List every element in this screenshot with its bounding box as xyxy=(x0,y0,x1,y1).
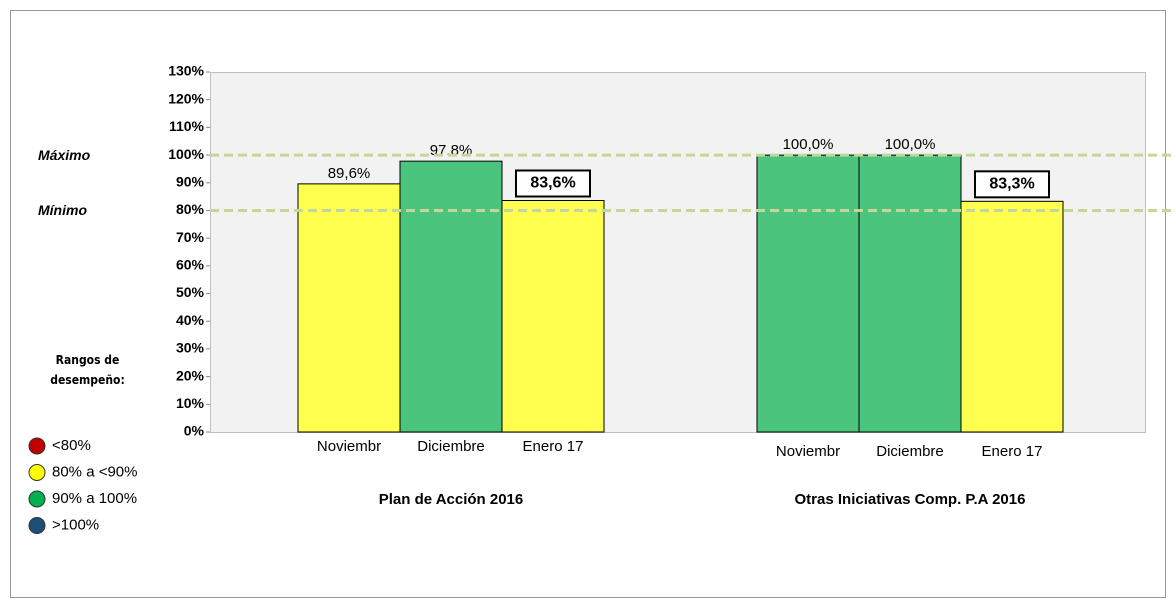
legend-swatch xyxy=(28,437,46,455)
value-label: 97.8% xyxy=(430,142,473,159)
legend-label: 90% a 100% xyxy=(52,490,137,507)
y-tick-label: 40% xyxy=(176,312,205,328)
y-tick-label: 50% xyxy=(176,284,205,300)
x-tick-label: Enero 17 xyxy=(523,438,584,455)
y-tick-label: 90% xyxy=(176,173,205,189)
y-tick-label: 100% xyxy=(168,146,204,162)
x-tick-label: Noviembr xyxy=(317,438,381,455)
bar xyxy=(501,199,605,433)
y-tick-label: 110% xyxy=(169,118,205,134)
bar xyxy=(858,154,962,433)
group-label: Plan de Acción 2016 xyxy=(379,491,524,508)
value-label-box xyxy=(515,169,591,198)
y-tick-label: 80% xyxy=(176,201,205,217)
y-tick-label: 10% xyxy=(176,395,205,411)
bar xyxy=(756,154,860,433)
y-tick-label: 70% xyxy=(176,229,205,245)
legend-swatch xyxy=(28,517,46,534)
legend-label: 80% a <90% xyxy=(52,463,137,480)
x-tick-label: Noviembr xyxy=(776,443,840,460)
x-tick-label: Diciembre xyxy=(417,438,485,455)
x-tick-label: Diciembre xyxy=(876,443,944,460)
y-tick-label: 0% xyxy=(184,423,205,439)
value-label: 83,3% xyxy=(989,176,1034,193)
legend-label: >100% xyxy=(52,516,99,533)
group-label: Otras Iniciativas Comp. P.A 2016 xyxy=(795,491,1026,508)
reference-label: Máximo xyxy=(38,147,91,163)
reference-label: Mínimo xyxy=(38,202,87,218)
legend-label: <80% xyxy=(52,437,91,454)
value-label: 89,6% xyxy=(328,165,371,182)
value-label-box xyxy=(974,170,1050,199)
bar xyxy=(297,183,401,433)
value-label: 100,0% xyxy=(783,136,834,153)
x-tick-label: Enero 17 xyxy=(982,443,1043,460)
bar xyxy=(960,200,1064,433)
y-tick-label: 60% xyxy=(176,257,205,273)
legend-title: Rangos de desempeño: xyxy=(50,353,125,387)
legend-swatch xyxy=(28,490,46,508)
y-tick-label: 130% xyxy=(168,63,204,79)
value-label: 100,0% xyxy=(885,136,936,153)
bar xyxy=(399,160,503,433)
legend-swatch xyxy=(28,464,46,481)
y-tick-label: 20% xyxy=(176,367,205,383)
y-tick-label: 120% xyxy=(168,90,204,106)
y-tick-label: 30% xyxy=(176,340,205,356)
value-label: 83,6% xyxy=(530,175,575,192)
